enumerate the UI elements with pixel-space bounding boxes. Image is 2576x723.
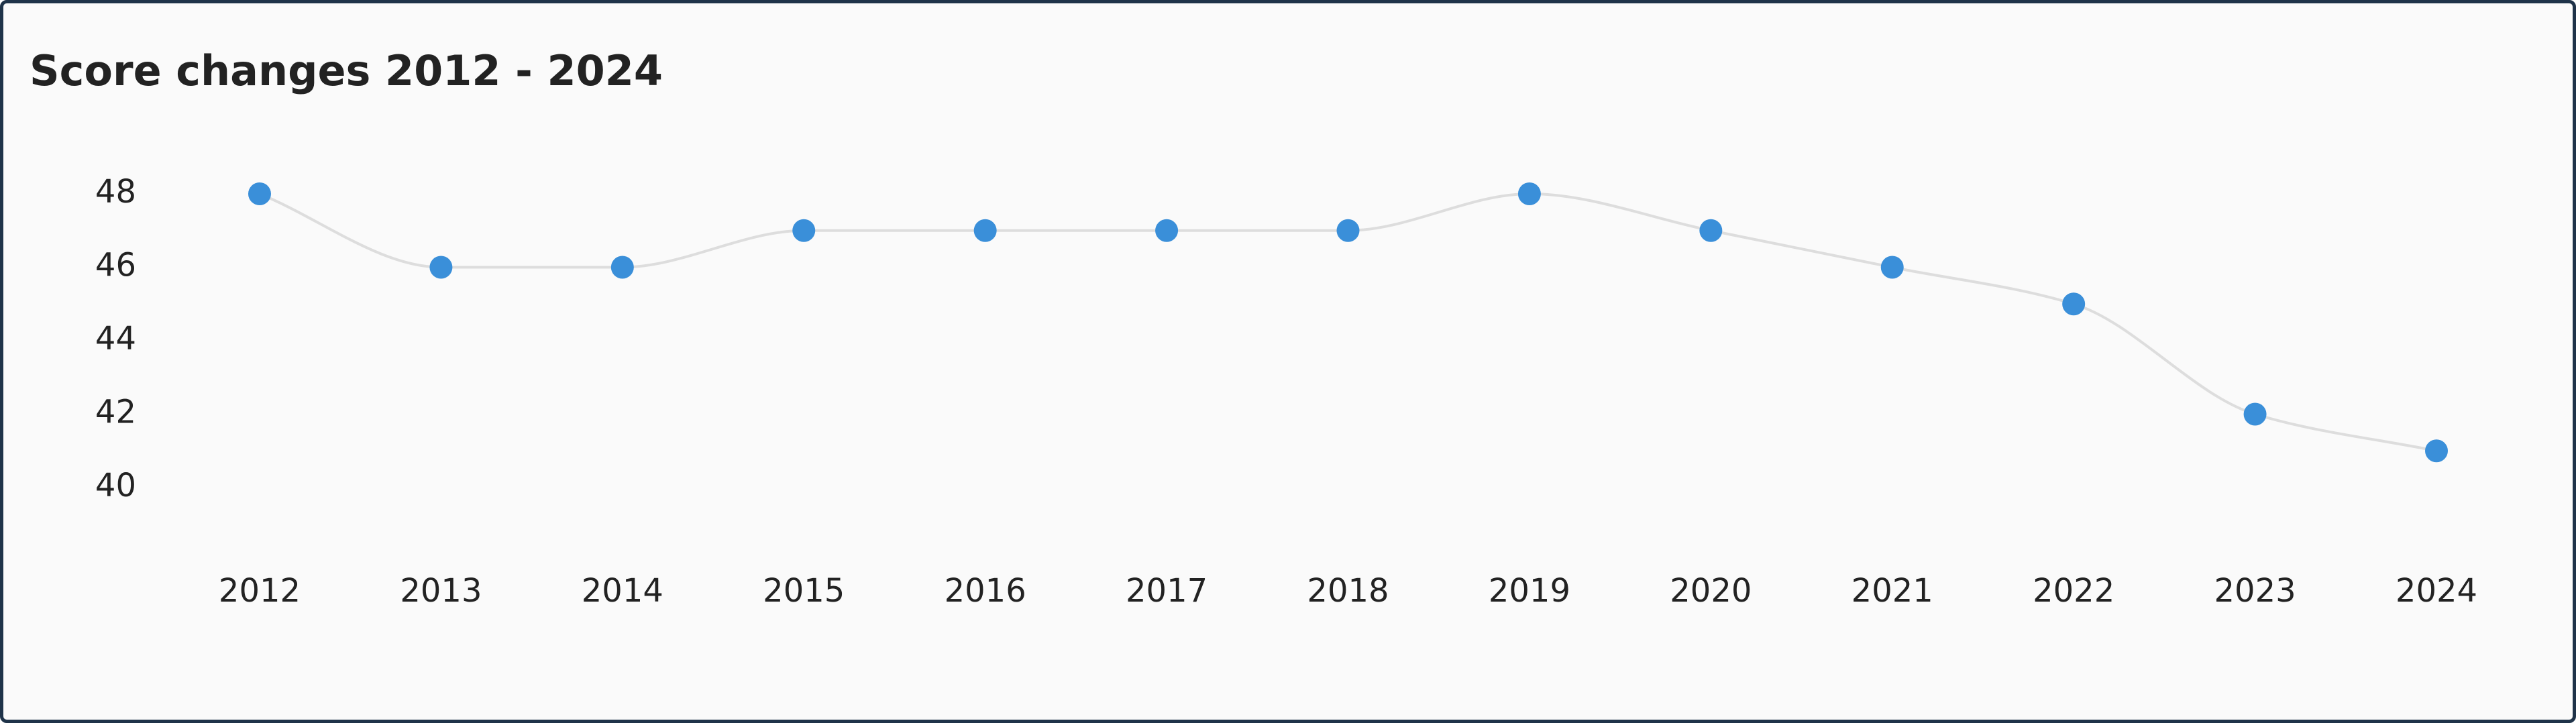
x-tick-label: 2018 bbox=[1307, 572, 1389, 610]
data-point bbox=[1155, 219, 1179, 242]
x-tick-label: 2015 bbox=[763, 572, 845, 610]
y-tick-label: 46 bbox=[95, 247, 136, 284]
data-point bbox=[973, 219, 997, 242]
y-tick-label: 42 bbox=[95, 394, 136, 431]
x-tick-label: 2022 bbox=[2033, 572, 2114, 610]
x-tick-label: 2013 bbox=[400, 572, 482, 610]
data-point bbox=[2062, 292, 2086, 316]
data-point bbox=[610, 256, 634, 279]
x-tick-label: 2014 bbox=[582, 572, 663, 610]
data-point bbox=[248, 182, 271, 205]
y-tick-label: 48 bbox=[95, 173, 136, 211]
chart-title: Score changes 2012 - 2024 bbox=[30, 46, 663, 95]
data-point bbox=[2243, 402, 2267, 426]
y-tick-label: 44 bbox=[95, 320, 136, 357]
data-point bbox=[1880, 256, 1904, 279]
x-tick-label: 2017 bbox=[1126, 572, 1208, 610]
x-tick-label: 2021 bbox=[1851, 572, 1933, 610]
x-tick-label: 2019 bbox=[1489, 572, 1570, 610]
data-point bbox=[1336, 219, 1360, 242]
data-point bbox=[792, 219, 816, 242]
x-tick-label: 2023 bbox=[2214, 572, 2296, 610]
x-tick-label: 2016 bbox=[945, 572, 1026, 610]
x-tick-label: 2024 bbox=[2396, 572, 2477, 610]
data-point bbox=[1699, 219, 1723, 242]
x-tick-label: 2012 bbox=[219, 572, 301, 610]
y-tick-label: 40 bbox=[95, 467, 136, 504]
x-tick-label: 2020 bbox=[1670, 572, 1752, 610]
data-point bbox=[429, 256, 453, 279]
data-point bbox=[2425, 439, 2448, 463]
data-point bbox=[1517, 182, 1541, 205]
